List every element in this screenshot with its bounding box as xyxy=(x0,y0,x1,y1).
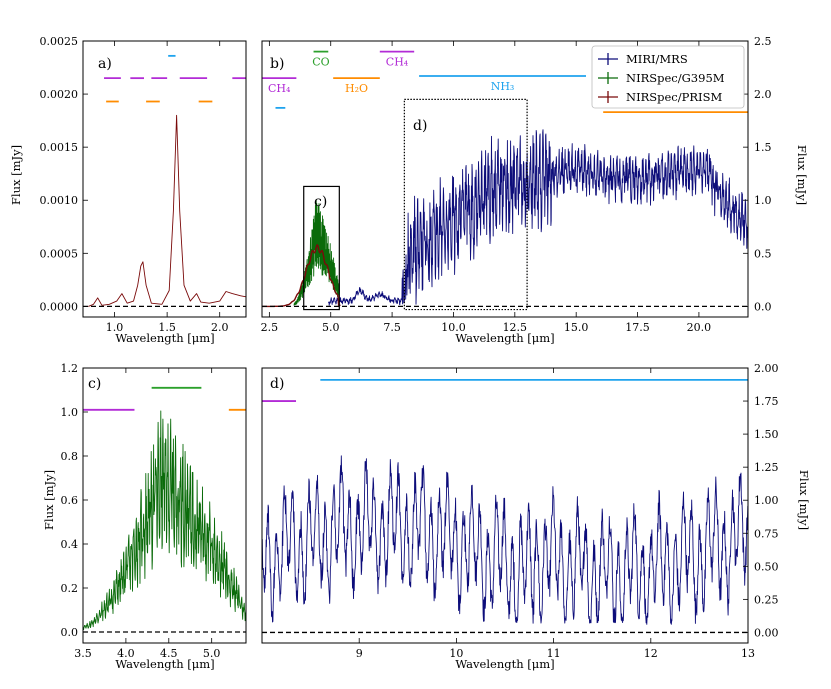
ytick-label-d-5: 1.25 xyxy=(754,461,779,474)
ytick-label-a-0: 0.0000 xyxy=(40,300,79,313)
axes-frame-c xyxy=(82,367,247,644)
xtick-label-d-1: 10 xyxy=(449,647,463,660)
xtick-label-b-3: 10.0 xyxy=(441,321,466,334)
xtick-label-b-6: 17.5 xyxy=(625,321,650,334)
ytick-label-b-3: 1.5 xyxy=(754,141,772,154)
xtick-label-b-0: 2.5 xyxy=(261,321,279,334)
panel-d-ylabel: Flux [mJy] xyxy=(797,470,811,530)
ytick-label-d-2: 0.50 xyxy=(754,560,779,573)
ytick-label-c-3: 0.6 xyxy=(61,494,79,507)
ytick-label-c-4: 0.8 xyxy=(61,450,79,463)
ytick-label-d-3: 0.75 xyxy=(754,527,779,540)
panel-b-xlabel: Wavelength [μm] xyxy=(455,331,554,345)
ytick-label-d-8: 2.00 xyxy=(754,362,779,375)
panel-d: d) Wavelength [μm] Flux [mJy] xyxy=(270,376,811,671)
xtick-label-a-0: 1.0 xyxy=(106,321,124,334)
series-b-nirspec-prism xyxy=(262,244,341,308)
ytick-label-d-4: 1.00 xyxy=(754,494,779,507)
legend-entry-prism: NIRSpec/PRISM xyxy=(598,90,722,104)
ytick-label-a-2: 0.0010 xyxy=(40,194,79,207)
xtick-label-c-0: 3.5 xyxy=(74,647,92,660)
legend-entry-miri: MIRI/MRS xyxy=(598,52,688,66)
panel-c-ylabel: Flux [mJy] xyxy=(42,470,56,530)
ytick-label-b-5: 2.5 xyxy=(754,35,772,48)
series-d-miri-mrs xyxy=(262,455,748,625)
xtick-label-c-2: 4.5 xyxy=(160,647,178,660)
ytick-label-b-2: 1.0 xyxy=(754,194,772,207)
ytick-label-d-0: 0.00 xyxy=(754,626,779,639)
xtick-label-b-7: 20.0 xyxy=(687,321,712,334)
ytick-label-b-0: 0.0 xyxy=(754,300,772,313)
ytick-label-b-1: 0.5 xyxy=(754,247,772,260)
ytick-label-c-2: 0.4 xyxy=(61,538,79,551)
legend: MIRI/MRS NIRSpec/G395M NIRSpec/PRISM xyxy=(591,45,745,109)
ytick-label-c-6: 1.2 xyxy=(61,362,79,375)
plot-area-b xyxy=(262,50,748,311)
legend-label-g395m: NIRSpec/G395M xyxy=(626,71,725,85)
xtick-label-b-5: 15.0 xyxy=(564,321,589,334)
ytick-label-d-6: 1.50 xyxy=(754,428,779,441)
ytick-label-a-4: 0.0020 xyxy=(40,88,79,101)
legend-entry-g395m: NIRSpec/G395M xyxy=(598,71,725,85)
plot-area-a xyxy=(83,54,246,308)
axes-frame-a xyxy=(82,40,247,318)
panel-d-label: d) xyxy=(270,376,284,392)
molecule-label-b-0: CO xyxy=(312,56,329,69)
ytick-label-b-4: 2.0 xyxy=(754,88,772,101)
xtick-label-b-4: 12.5 xyxy=(503,321,528,334)
series-c-nirspec-g395m xyxy=(83,410,246,631)
legend-label-prism: NIRSpec/PRISM xyxy=(626,90,722,104)
plot-area-c xyxy=(83,386,246,633)
xtick-label-c-3: 5.0 xyxy=(203,647,221,660)
xtick-label-d-3: 12 xyxy=(644,647,658,660)
legend-label-miri: MIRI/MRS xyxy=(626,52,688,66)
xtick-label-a-2: 2.0 xyxy=(211,321,229,334)
panel-a-xlabel: Wavelength [μm] xyxy=(115,331,214,345)
panel-d-xlabel: Wavelength [μm] xyxy=(455,657,554,671)
series-b-miri-mrs xyxy=(327,129,748,306)
panel-c-label: c) xyxy=(88,376,101,392)
molecule-label-b-2: CH₄ xyxy=(386,56,409,69)
molecule-label-b-5: NH₃ xyxy=(491,80,515,93)
panel-b-zoom-c-label: c) xyxy=(314,194,327,210)
axes-frame-b xyxy=(261,40,749,318)
molecule-label-b-3: CH₄ xyxy=(268,82,291,95)
ytick-label-c-1: 0.2 xyxy=(61,582,79,595)
legend-frame xyxy=(591,45,745,109)
panel-c-xlabel: Wavelength [μm] xyxy=(115,657,214,671)
panel-b: b) Wavelength [μm] Flux [mJy] c) d) xyxy=(270,56,809,345)
ytick-label-a-3: 0.0015 xyxy=(40,141,79,154)
panel-a-label: a) xyxy=(98,56,112,72)
molecule-label-b-1: H₂O xyxy=(345,82,368,95)
panel-b-ylabel: Flux [mJy] xyxy=(795,145,809,205)
series-b-nirspec-g395m xyxy=(293,199,340,306)
xtick-label-b-2: 7.5 xyxy=(383,321,401,334)
panel-a: a) Wavelength [μm] Flux [mJy] xyxy=(9,56,215,345)
ytick-label-c-5: 1.0 xyxy=(61,406,79,419)
ytick-label-a-1: 0.0005 xyxy=(40,247,79,260)
ytick-label-c-0: 0.0 xyxy=(61,626,79,639)
series-a-nirspec-prism xyxy=(88,114,246,307)
axes-frame-d xyxy=(261,367,749,644)
panel-b-label: b) xyxy=(270,56,284,72)
xtick-label-d-2: 11 xyxy=(547,647,561,660)
xtick-label-a-1: 1.5 xyxy=(158,321,176,334)
xtick-label-d-0: 9 xyxy=(356,647,363,660)
panel-b-zoom-d-label: d) xyxy=(413,118,427,134)
plot-area-d xyxy=(262,378,748,634)
xtick-label-c-1: 4.0 xyxy=(117,647,135,660)
ytick-label-d-1: 0.25 xyxy=(754,593,779,606)
zoom-box-c xyxy=(303,185,340,311)
xtick-label-d-4: 13 xyxy=(741,647,755,660)
panel-c: c) Wavelength [μm] Flux [mJy] xyxy=(42,376,215,671)
zoom-box-d xyxy=(403,98,528,311)
ytick-label-d-7: 1.75 xyxy=(754,395,779,408)
ytick-label-a-5: 0.0025 xyxy=(40,35,79,48)
panel-a-ylabel: Flux [mJy] xyxy=(9,145,23,205)
xtick-label-b-1: 5.0 xyxy=(322,321,340,334)
